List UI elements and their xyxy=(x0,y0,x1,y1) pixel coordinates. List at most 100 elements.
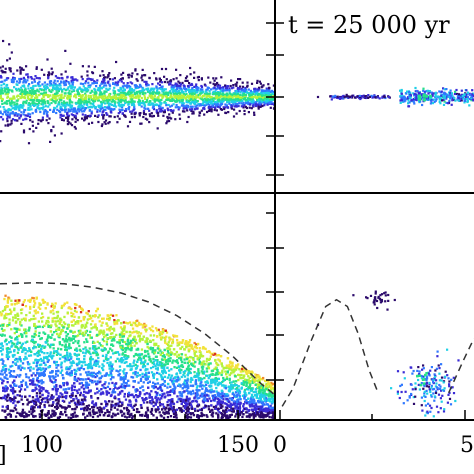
data-point xyxy=(111,78,114,81)
data-point xyxy=(203,106,206,110)
data-point xyxy=(44,109,47,112)
data-point xyxy=(204,84,207,87)
data-point xyxy=(87,404,91,407)
data-point xyxy=(226,96,230,99)
data-point xyxy=(137,321,141,325)
data-point xyxy=(84,87,87,90)
data-point xyxy=(48,80,51,83)
data-point xyxy=(51,96,54,99)
data-point xyxy=(144,340,147,343)
data-point xyxy=(24,101,27,104)
data-point xyxy=(193,346,196,349)
data-point xyxy=(243,113,246,116)
data-point xyxy=(150,371,154,374)
data-point xyxy=(1,97,4,101)
data-point xyxy=(10,385,13,389)
data-point xyxy=(89,355,93,358)
data-point xyxy=(150,102,153,105)
data-point xyxy=(190,393,193,396)
data-point xyxy=(85,102,88,105)
data-point xyxy=(123,368,126,371)
data-point xyxy=(61,395,64,399)
data-point xyxy=(122,87,125,90)
data-point xyxy=(64,391,67,394)
data-point xyxy=(228,102,231,105)
data-point xyxy=(77,398,80,402)
data-point xyxy=(24,90,27,93)
data-point xyxy=(104,122,107,125)
data-point xyxy=(432,92,435,95)
data-point xyxy=(418,94,421,98)
data-point xyxy=(224,384,227,387)
data-point xyxy=(63,104,66,107)
data-point xyxy=(449,89,452,92)
data-point xyxy=(68,121,71,124)
data-point xyxy=(188,97,191,100)
data-point xyxy=(155,362,159,365)
data-point xyxy=(67,108,70,111)
data-point xyxy=(218,86,221,90)
data-point xyxy=(123,88,126,91)
data-point xyxy=(117,412,120,415)
data-point xyxy=(80,90,83,93)
data-point xyxy=(238,95,241,98)
data-point xyxy=(27,142,31,145)
data-point xyxy=(190,101,193,104)
data-point xyxy=(237,102,240,105)
data-point xyxy=(199,88,202,91)
data-point xyxy=(46,115,49,118)
data-point xyxy=(266,102,269,105)
data-point xyxy=(160,397,163,400)
data-point xyxy=(30,77,33,80)
data-point xyxy=(138,114,141,117)
data-point xyxy=(41,116,44,119)
data-point xyxy=(128,93,131,96)
data-point xyxy=(74,120,77,123)
data-point xyxy=(6,377,9,380)
data-point xyxy=(192,97,195,100)
data-point xyxy=(26,361,29,364)
data-point xyxy=(105,99,108,102)
data-point xyxy=(191,94,194,97)
data-point xyxy=(69,84,72,87)
data-point xyxy=(18,394,21,397)
data-point xyxy=(170,104,173,107)
data-point xyxy=(231,96,234,99)
data-point xyxy=(27,106,30,109)
data-point xyxy=(11,341,14,345)
data-point xyxy=(46,343,50,346)
data-point xyxy=(172,94,175,97)
data-point xyxy=(144,92,147,95)
data-point xyxy=(205,96,208,99)
data-point xyxy=(18,105,21,108)
data-point xyxy=(431,102,434,105)
data-point xyxy=(44,345,47,348)
data-point xyxy=(85,117,88,120)
data-point xyxy=(92,94,95,97)
data-point xyxy=(227,101,231,104)
data-point xyxy=(102,101,105,104)
data-point xyxy=(232,95,235,98)
data-point xyxy=(69,92,72,95)
data-point xyxy=(30,99,33,102)
data-point xyxy=(459,96,462,99)
data-point xyxy=(226,101,229,104)
data-point xyxy=(190,98,193,101)
data-point xyxy=(136,364,139,368)
data-point xyxy=(21,93,24,96)
data-point xyxy=(185,75,189,78)
data-point xyxy=(217,94,220,97)
data-point xyxy=(109,103,112,106)
data-point xyxy=(59,94,62,97)
data-point xyxy=(236,95,239,98)
data-point xyxy=(116,115,119,118)
data-point xyxy=(62,304,66,307)
data-point xyxy=(70,124,74,127)
data-point xyxy=(220,90,223,93)
data-point xyxy=(167,103,170,107)
data-point xyxy=(74,109,77,112)
data-point xyxy=(102,98,105,101)
data-point xyxy=(86,318,89,321)
data-point xyxy=(167,98,170,101)
data-point xyxy=(71,83,74,86)
